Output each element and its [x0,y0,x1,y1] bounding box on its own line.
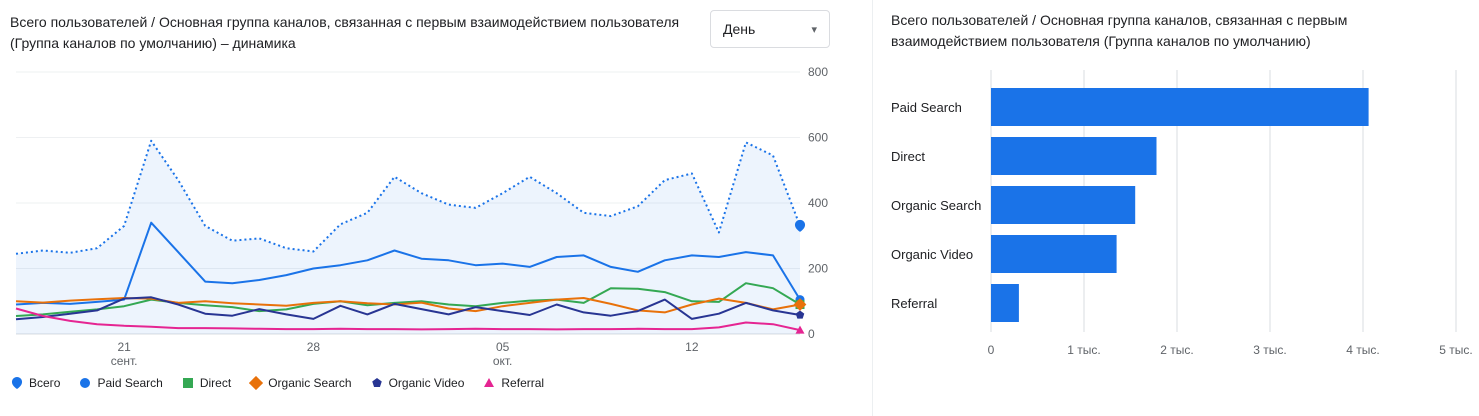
y-axis-label: 400 [808,196,828,210]
y-axis-label: 600 [808,131,828,145]
y-axis-label: 800 [808,65,828,79]
diamond-marker-icon [249,376,264,390]
y-axis-label: 0 [808,327,815,341]
spade-marker-icon [794,219,806,232]
series-line-4[interactable] [15,296,801,321]
legend-item: Paid Search [78,376,163,390]
category-label: Direct [891,149,925,164]
bar[interactable] [991,235,1117,273]
pentagon-marker-icon [371,378,382,388]
timeseries-header: Всего пользователей / Основная группа ка… [8,8,864,54]
legend-label: Organic Video [388,376,465,390]
x-axis-label: 3 тыс. [1253,343,1286,357]
x-axis-label: 5 тыс. [1439,343,1472,357]
series-area-0 [16,140,800,334]
legend-label: Referral [501,376,545,390]
granularity-value: День [723,21,756,37]
category-label: Organic Search [891,198,981,213]
x-axis-sublabel: окт. [493,354,513,368]
legend-item: Direct [181,376,231,390]
x-axis-label: 4 тыс. [1346,343,1379,357]
spade-legend-icon [11,377,23,389]
category-label: Referral [891,296,937,311]
bar[interactable] [991,137,1157,175]
barchart-card: Всего пользователей / Основная группа ка… [872,0,1479,416]
triangle-marker-icon [795,325,805,334]
chevron-down-icon: ▾ [811,23,817,36]
legend-item: Organic Search [249,376,352,390]
bar[interactable] [991,88,1369,126]
timeseries-title: Всего пользователей / Основная группа ка… [10,14,680,51]
triangle-marker-icon [484,378,495,387]
legend-item: Всего [10,376,60,390]
barchart-title: Всего пользователей / Основная группа ка… [891,12,1348,49]
granularity-dropdown[interactable]: День ▾ [710,10,830,48]
x-axis-label: 05 [496,340,510,354]
legend-item: Organic Video [370,376,465,390]
pentagon-legend-icon [371,378,382,388]
x-axis-label: 0 [988,343,995,357]
series-line-2[interactable] [15,282,801,317]
series-line-5[interactable] [15,307,801,332]
legend-label: Organic Search [268,376,352,390]
spade-marker-icon [11,377,23,389]
x-axis-label: 1 тыс. [1067,343,1100,357]
legend-label: Paid Search [97,376,163,390]
x-axis-label: 21 [117,340,131,354]
circle-legend-icon [80,378,91,388]
triangle-legend-icon [484,378,495,387]
bar[interactable] [991,186,1136,224]
x-axis-label: 28 [307,340,321,354]
y-axis-label: 200 [808,262,828,276]
diamond-legend-icon [249,376,264,390]
square-marker-icon [182,378,193,388]
x-axis-label: 12 [685,340,699,354]
category-label: Paid Search [891,100,962,115]
legend-item: Referral [482,376,544,390]
timeseries-card: Всего пользователей / Основная группа ка… [8,8,864,390]
legend-label: Direct [199,376,232,390]
circle-marker-icon [80,378,91,388]
chart-legend: Всего Paid Search Direct Organic Search Orga… [10,376,864,390]
square-legend-icon [182,378,193,388]
legend-label: Всего [29,376,61,390]
bar[interactable] [991,284,1019,322]
x-axis-sublabel: сент. [111,354,138,368]
series-line-1[interactable] [15,221,801,306]
series-line-0[interactable] [15,139,801,255]
x-axis-label: 2 тыс. [1160,343,1193,357]
pentagon-marker-icon [795,310,805,319]
bar-chart[interactable]: 0 1 тыс. 2 тыс. 3 тыс. 4 тыс. 5 тыс. Paid Sear… [891,70,1476,370]
category-label: Organic Video [891,247,973,262]
